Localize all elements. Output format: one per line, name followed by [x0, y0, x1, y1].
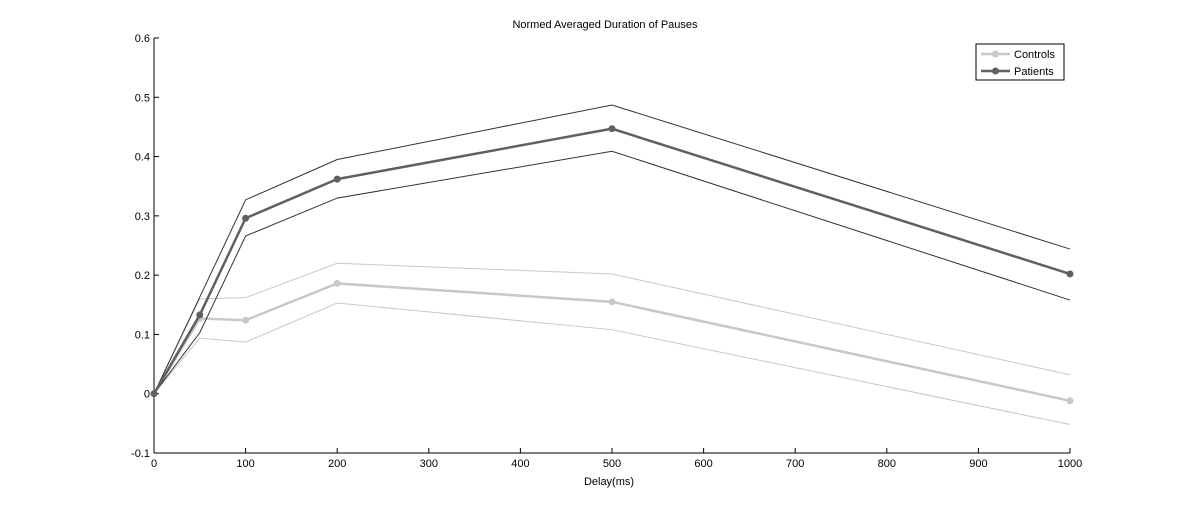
- x-tick-label: 0: [151, 458, 157, 470]
- y-tick-label: 0: [144, 389, 150, 401]
- x-tick-label: 800: [878, 458, 896, 470]
- legend-box: [975, 43, 1065, 81]
- x-tick-label: 900: [969, 458, 987, 470]
- chart-title: Normed Averaged Duration of Pauses: [512, 19, 698, 31]
- series-patients: [150, 104, 1074, 398]
- data-point: [242, 214, 250, 222]
- data-point: [242, 316, 250, 324]
- x-tick-label: 600: [694, 458, 712, 470]
- y-tick-label: 0.2: [135, 270, 150, 282]
- x-tick-label: 100: [236, 458, 254, 470]
- x-tick-label: 1000: [1058, 458, 1082, 470]
- y-tick-label: -0.1: [131, 448, 150, 460]
- series-line: [152, 282, 1071, 403]
- legend-swatch-marker: [992, 50, 999, 58]
- data-point: [333, 279, 341, 287]
- x-tick-label: 300: [420, 458, 438, 470]
- y-tick-label: 0.4: [135, 152, 150, 164]
- x-tick-label: 200: [328, 458, 346, 470]
- x-tick-label: 400: [511, 458, 529, 470]
- legend-swatch-marker: [992, 67, 999, 75]
- x-axis-label: Delay(ms): [584, 476, 634, 488]
- series-lower-bound-line: [153, 302, 1071, 426]
- series-line: [152, 127, 1071, 395]
- legend-label: Controls: [1014, 49, 1055, 61]
- data-point: [1066, 270, 1074, 278]
- x-tick-label: 700: [786, 458, 804, 470]
- y-tick-label: 0.5: [135, 92, 150, 104]
- x-tick-label: 500: [603, 458, 621, 470]
- plot-area: 0 100 200 300 400 500 600 700 800 900 1000-0.100.1…: [131, 33, 1082, 470]
- data-point: [608, 125, 616, 133]
- series-upper-bound-line: [153, 104, 1071, 394]
- data-point: [333, 175, 341, 183]
- data-point: [1066, 397, 1074, 405]
- series-lower-bound-line: [153, 150, 1071, 395]
- y-tick-label: 0.6: [135, 33, 150, 45]
- series-upper-bound-line: [153, 262, 1071, 394]
- legend-label: Patients: [1014, 66, 1054, 78]
- series-controls: [150, 262, 1074, 426]
- data-point: [608, 298, 616, 306]
- data-point: [150, 390, 158, 398]
- y-tick-label: 0.1: [135, 329, 150, 341]
- y-tick-label: 0.3: [135, 211, 150, 223]
- legend: Controls Patients: [975, 43, 1065, 81]
- data-point: [196, 311, 204, 319]
